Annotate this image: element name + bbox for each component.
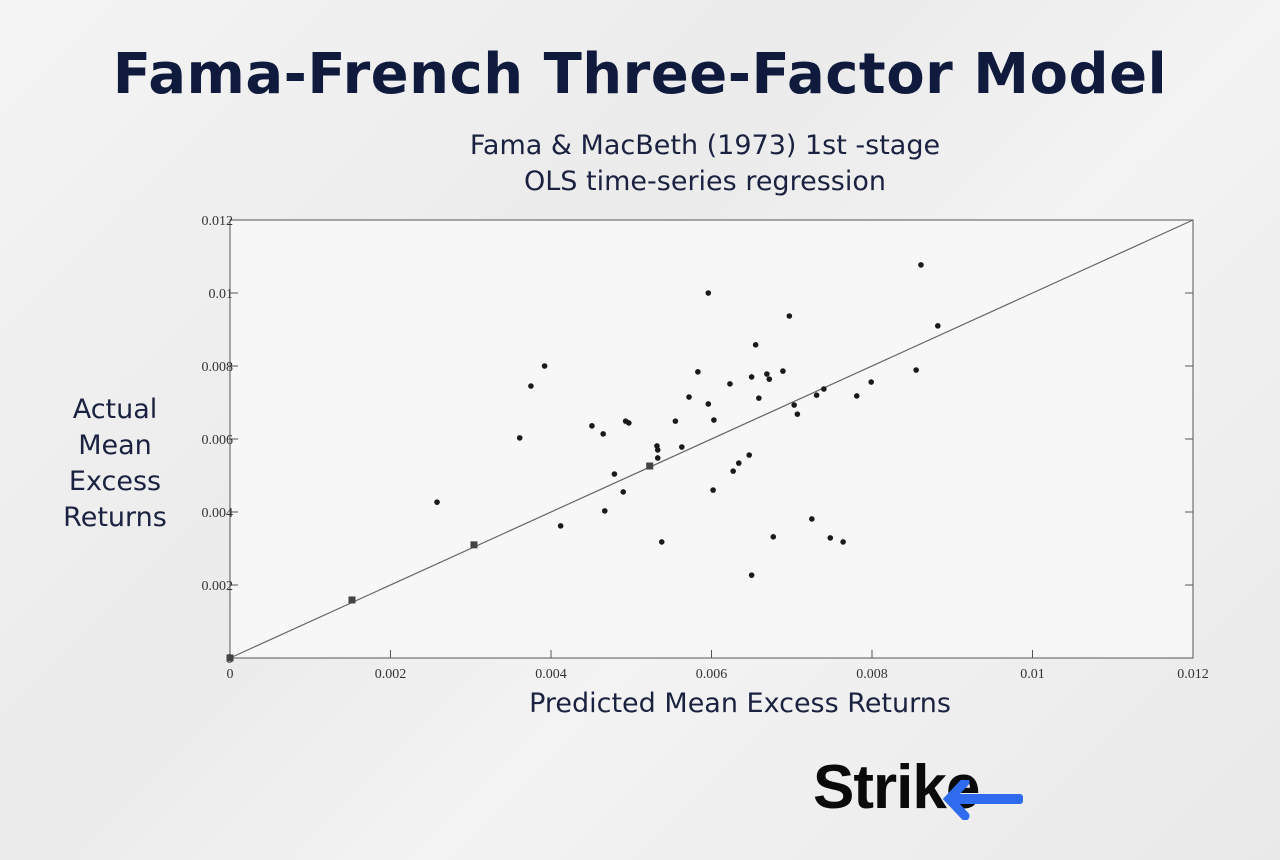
data-point [516, 435, 523, 441]
data-point [770, 534, 777, 540]
data-point [626, 420, 632, 426]
y-tick-label: 0.012 [202, 214, 234, 229]
data-point [654, 447, 661, 453]
data-point [809, 516, 815, 522]
data-point [226, 654, 234, 662]
data-point [672, 418, 679, 424]
data-point [756, 395, 762, 401]
data-point [470, 541, 478, 549]
x-tick-label: 0.01 [1020, 667, 1045, 682]
data-point [679, 444, 685, 450]
data-point [766, 376, 773, 382]
data-point [600, 431, 606, 437]
logo-arrow [942, 780, 1023, 820]
x-tick-label: 0.006 [696, 667, 728, 682]
y-tick-label: 0.008 [202, 360, 234, 375]
data-point [557, 523, 564, 529]
data-point [794, 411, 801, 417]
x-tick-label: 0 [227, 667, 234, 682]
y-tick-label: 0.004 [202, 506, 234, 521]
x-tick-label: 0.004 [535, 667, 567, 682]
y-tick-label: 0.002 [202, 579, 234, 594]
data-point [695, 369, 701, 375]
x-tick-label: 0.012 [1177, 667, 1209, 682]
data-point [658, 539, 665, 545]
data-point [935, 323, 941, 329]
x-axis-label: Predicted Mean Excess Returns [529, 688, 951, 719]
data-point [727, 381, 733, 387]
subtitle: OLS time-series regression [524, 166, 886, 197]
data-point [348, 596, 356, 604]
data-point [748, 572, 755, 578]
brand-logo: Strike [813, 753, 980, 822]
data-point [786, 313, 793, 319]
data-point [918, 262, 924, 268]
data-point [541, 363, 548, 369]
data-point [620, 489, 627, 495]
data-point [654, 455, 661, 461]
data-point [710, 487, 716, 493]
data-point [868, 379, 874, 385]
data-point [813, 392, 820, 399]
fit-line [229, 219, 1194, 659]
data-point [646, 462, 654, 470]
data-point [589, 423, 595, 429]
data-point [686, 394, 692, 400]
subtitle: Fama & MacBeth (1973) 1st -stage [469, 130, 941, 161]
x-tick-label: 0.002 [375, 667, 407, 682]
data-point [735, 460, 742, 466]
data-point [791, 402, 797, 408]
data-point [780, 368, 786, 374]
y-axis-label: Actual Mean Excess Returns [63, 394, 167, 533]
y-tick-label: 0.01 [209, 287, 234, 302]
data-point [705, 290, 712, 296]
data-point [748, 374, 755, 380]
data-point [528, 383, 534, 389]
data-point [711, 417, 717, 423]
y-tick-label: 0.006 [202, 433, 234, 448]
data-point [827, 535, 834, 541]
data-point [601, 508, 608, 514]
x-tick-label: 0.008 [856, 667, 888, 682]
data-point [764, 371, 770, 377]
title: Fama-French Three-Factor Model [112, 42, 1168, 107]
data-point [752, 342, 759, 348]
data-point [821, 386, 827, 392]
data-point [434, 499, 440, 505]
data-point [730, 468, 736, 474]
data-point [746, 452, 753, 458]
data-point [853, 393, 860, 399]
data-point [611, 471, 618, 477]
data-point [913, 367, 919, 373]
data-point [840, 539, 846, 545]
data-point [705, 401, 712, 407]
